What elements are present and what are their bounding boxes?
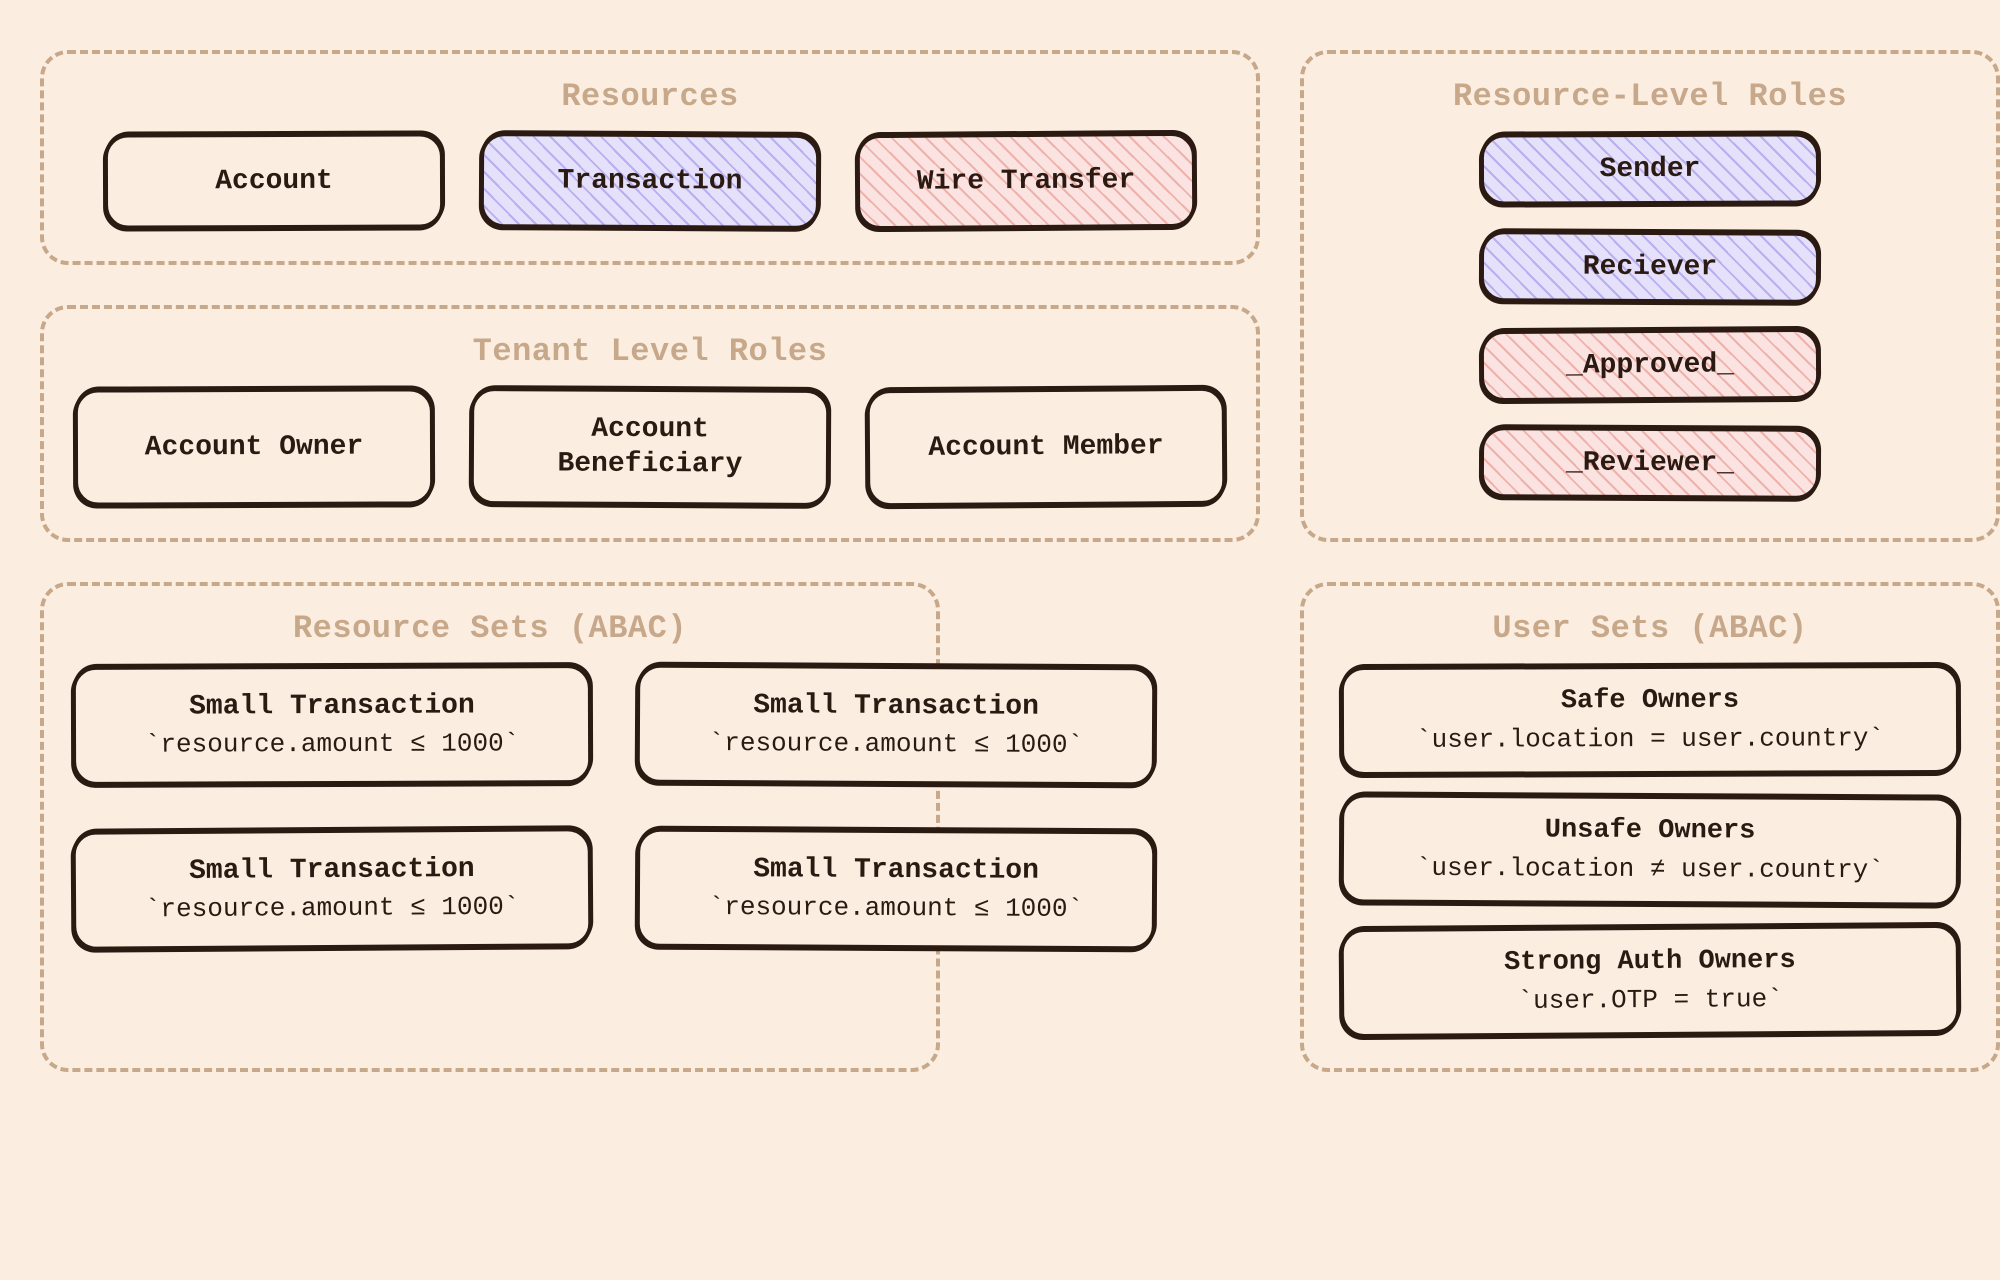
- user-set-box: Unsafe Owners `user.location ≠ user.coun…: [1340, 794, 1961, 907]
- user-set-label: Strong Auth Owners: [1504, 944, 1796, 980]
- user-set-expr: `user.location = user.country`: [1416, 722, 1884, 756]
- resource-set-box: Small Transaction `resource.amount ≤ 100…: [636, 828, 1157, 951]
- resource-set-label: Small Transaction: [189, 852, 475, 889]
- tenant-role-box: Account Member: [866, 387, 1227, 508]
- resource-label: Wire Transfer: [917, 163, 1136, 200]
- resource-set-box: Small Transaction `resource.amount ≤ 100…: [636, 664, 1157, 787]
- user-set-expr: `user.OTP = true`: [1517, 982, 1782, 1016]
- panel-title: Resource Sets (ABAC): [72, 610, 908, 647]
- panel-resources: Resources Account Transaction Wire Trans…: [40, 50, 1260, 265]
- panel-resource-sets: Resource Sets (ABAC) Small Transaction `…: [40, 582, 940, 1072]
- panel-title: User Sets (ABAC): [1332, 610, 1968, 647]
- resource-set-box: Small Transaction `resource.amount ≤ 100…: [72, 827, 593, 951]
- resource-set-expr: `resource.amount ≤ 1000`: [709, 727, 1084, 761]
- user-set-box: Safe Owners `user.location = user.countr…: [1340, 664, 1960, 776]
- resource-box: Transaction: [480, 132, 820, 230]
- resource-label: Account: [215, 163, 333, 198]
- resource-set-box: Small Transaction `resource.amount ≤ 100…: [72, 664, 592, 786]
- role-box: _Reviewer_: [1480, 426, 1820, 500]
- user-set-expr: `user.location ≠ user.country`: [1416, 852, 1884, 887]
- panel-title: Tenant Level Roles: [72, 333, 1228, 370]
- tenant-role-label: Account Beneficiary: [500, 411, 800, 483]
- role-box: _Approved_: [1480, 328, 1820, 402]
- resource-box: Account: [104, 132, 444, 229]
- resource-set-label: Small Transaction: [753, 853, 1039, 889]
- role-label: _Reviewer_: [1566, 445, 1734, 481]
- panel-title: Resource-Level Roles: [1332, 78, 1968, 115]
- resource-set-expr: `resource.amount ≤ 1000`: [145, 728, 520, 762]
- panel-user-sets: User Sets (ABAC) Safe Owners `user.locat…: [1300, 582, 2000, 1072]
- resource-set-expr: `resource.amount ≤ 1000`: [709, 891, 1084, 925]
- user-set-box: Strong Auth Owners `user.OTP = true`: [1340, 923, 1961, 1038]
- resource-set-label: Small Transaction: [189, 689, 475, 725]
- tenant-role-label: Account Owner: [145, 429, 364, 465]
- resource-box: Wire Transfer: [856, 132, 1197, 230]
- role-label: Reciever: [1583, 249, 1718, 285]
- panel-title: Resources: [72, 78, 1228, 115]
- user-set-label: Safe Owners: [1561, 685, 1739, 719]
- resource-label: Transaction: [557, 163, 742, 199]
- resource-set-expr: `resource.amount ≤ 1000`: [145, 891, 520, 926]
- tenant-role-box: Account Owner: [74, 387, 434, 506]
- user-set-label: Unsafe Owners: [1545, 815, 1756, 850]
- panel-tenant-level-roles: Tenant Level Roles Account Owner Account…: [40, 305, 1260, 542]
- role-label: Sender: [1600, 151, 1701, 186]
- role-label: _Approved_: [1566, 347, 1734, 383]
- tenant-role-box: Account Beneficiary: [470, 387, 831, 507]
- panel-resource-level-roles: Resource-Level Roles Sender Reciever _Ap…: [1300, 50, 2000, 542]
- tenant-role-label: Account Member: [928, 429, 1163, 466]
- role-box: Reciever: [1480, 230, 1820, 304]
- diagram-canvas: Resources Account Transaction Wire Trans…: [40, 50, 1960, 1072]
- resource-set-label: Small Transaction: [753, 689, 1039, 725]
- role-box: Sender: [1480, 132, 1820, 205]
